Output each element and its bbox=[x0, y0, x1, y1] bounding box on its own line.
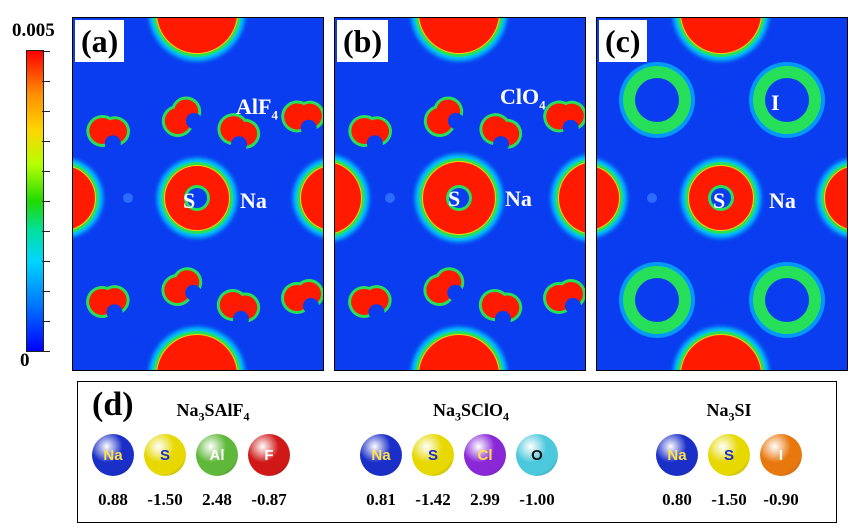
na-label-b: Na bbox=[505, 186, 532, 212]
formula-na3salf4: Na3SAlF4 bbox=[148, 400, 278, 425]
s-label-a: S bbox=[183, 188, 195, 214]
anion-lobe bbox=[211, 281, 266, 333]
na-label-c: Na bbox=[769, 188, 796, 214]
atom-ball-i: I bbox=[760, 434, 802, 476]
atom-ball-s: S bbox=[412, 434, 454, 476]
colorbar-tick bbox=[42, 291, 50, 292]
colorbar-tick bbox=[42, 351, 50, 352]
atom-ball-s: S bbox=[708, 434, 750, 476]
atom-ball-na: Na bbox=[360, 434, 402, 476]
density-map-a bbox=[73, 18, 323, 370]
charge-value-s: -1.50 bbox=[135, 490, 195, 510]
anion-lobe bbox=[543, 279, 585, 314]
anion-lobe bbox=[473, 281, 528, 333]
s-label-c: S bbox=[713, 188, 725, 214]
iodide-core bbox=[635, 278, 679, 322]
colorbar-tick bbox=[42, 231, 50, 232]
atom-ball-s: S bbox=[144, 434, 186, 476]
colorbar-tick bbox=[42, 81, 50, 82]
minor-density bbox=[123, 193, 133, 203]
colorbar-max-label: 0.005 bbox=[12, 20, 55, 42]
s-label-b: S bbox=[448, 186, 460, 212]
charge-value-i: -0.90 bbox=[751, 490, 811, 510]
minor-density bbox=[647, 193, 657, 203]
panel-label-d: (d) bbox=[92, 386, 134, 424]
colorbar-min-label: 0 bbox=[20, 350, 30, 372]
atom-ball-o: O bbox=[516, 434, 558, 476]
anion-lobe bbox=[416, 91, 471, 143]
colorbar-tick bbox=[42, 141, 50, 142]
colorbar-tick bbox=[42, 111, 50, 112]
panel-label-c: (c) bbox=[599, 20, 647, 62]
charge-value-cl: 2.99 bbox=[455, 490, 515, 510]
formula-na3si: Na3SI bbox=[684, 400, 774, 425]
panel-label-a: (a) bbox=[75, 20, 124, 62]
colorbar-tick bbox=[42, 261, 50, 262]
atom-ball-f: F bbox=[248, 434, 290, 476]
anion-label-b: ClO4 bbox=[500, 84, 546, 113]
atom-ball-cl: Cl bbox=[464, 434, 506, 476]
charge-value-na: 0.80 bbox=[647, 490, 707, 510]
atom-ball-na: Na bbox=[656, 434, 698, 476]
iodide-core bbox=[765, 278, 809, 322]
colorbar-tick bbox=[42, 51, 50, 52]
panel-a: (a) AlF4 S Na bbox=[72, 17, 324, 371]
anion-lobe bbox=[154, 91, 209, 143]
charge-value-al: 2.48 bbox=[187, 490, 247, 510]
charge-value-na: 0.88 bbox=[83, 490, 143, 510]
charge-value-f: -0.87 bbox=[239, 490, 299, 510]
bader-charge-box: (d) Na3SAlF4 Na3SClO4 Na3SI Na 0.88 S -1.50… bbox=[77, 381, 837, 523]
colorbar-tick bbox=[42, 321, 50, 322]
anion-lobe bbox=[281, 279, 323, 314]
anion-lobe bbox=[540, 94, 585, 139]
na-label-a: Na bbox=[240, 188, 267, 214]
anion-lobe bbox=[346, 280, 394, 322]
anion-lobe bbox=[82, 108, 134, 156]
charge-value-na: 0.81 bbox=[351, 490, 411, 510]
anion-lobe bbox=[84, 280, 132, 322]
panel-c: (c) I S Na bbox=[596, 17, 848, 371]
anion-lobe bbox=[278, 94, 323, 139]
formula-na3sclo4: Na3SClO4 bbox=[401, 400, 541, 425]
charge-value-o: -1.00 bbox=[507, 490, 567, 510]
panel-label-b: (b) bbox=[337, 20, 388, 62]
atom-ball-al: Al bbox=[196, 434, 238, 476]
minor-density bbox=[385, 193, 395, 203]
anion-label-a: AlF4 bbox=[236, 94, 278, 123]
panel-b: (b) ClO4 S Na bbox=[334, 17, 586, 371]
atom-ball-na: Na bbox=[92, 434, 134, 476]
charge-value-s: -1.42 bbox=[403, 490, 463, 510]
colorbar-tick bbox=[42, 171, 50, 172]
anion-lobe bbox=[344, 108, 396, 156]
anion-label-c: I bbox=[771, 90, 780, 116]
anion-lobe bbox=[156, 263, 208, 311]
charge-value-s: -1.50 bbox=[699, 490, 759, 510]
colorbar-tick bbox=[42, 201, 50, 202]
anion-lobe bbox=[418, 263, 470, 311]
iodide-core bbox=[635, 78, 679, 122]
